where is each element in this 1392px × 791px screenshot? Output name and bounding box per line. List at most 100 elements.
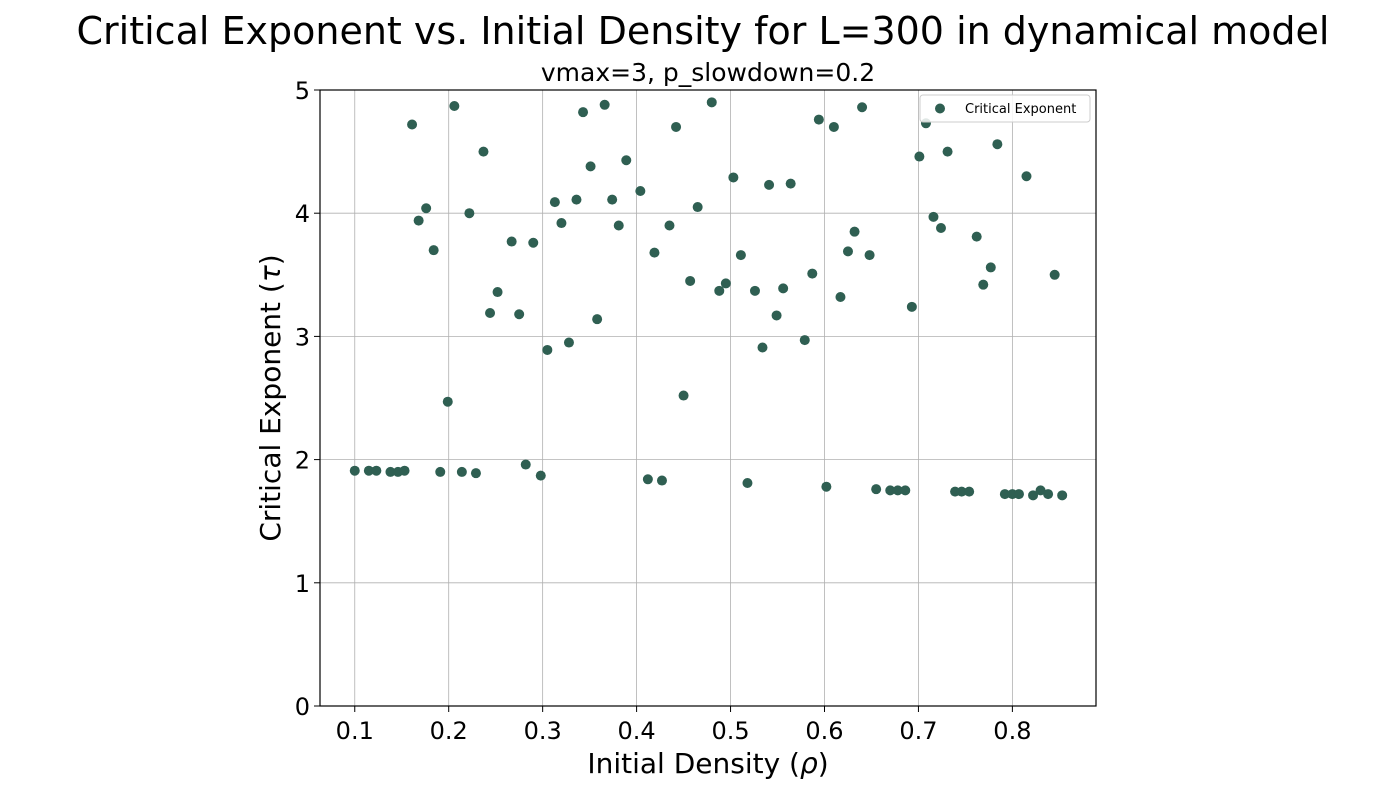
data-point (914, 151, 925, 162)
data-point (556, 218, 567, 229)
x-tick-label: 0.2 (430, 717, 468, 745)
legend-label: Critical Exponent (965, 102, 1076, 117)
data-point (535, 470, 546, 481)
data-point (385, 466, 396, 477)
y-tick-label: 5 (295, 77, 310, 105)
data-point (735, 250, 746, 261)
data-point (807, 268, 818, 279)
data-point (549, 197, 560, 208)
data-point (413, 215, 424, 226)
data-point (849, 226, 860, 237)
data-point (799, 335, 810, 346)
y-tick-label: 1 (295, 570, 310, 598)
data-point (478, 146, 489, 157)
x-tick-label: 0.7 (899, 717, 937, 745)
data-point (1021, 171, 1032, 182)
y-tick-label: 3 (295, 323, 310, 351)
data-point (599, 99, 610, 110)
data-point (371, 465, 382, 476)
data-point (720, 278, 731, 289)
data-point (349, 465, 360, 476)
data-point (813, 114, 824, 125)
data-point (428, 245, 439, 256)
x-tick-label: 0.4 (618, 717, 656, 745)
data-point (492, 287, 503, 298)
chart-title: Critical Exponent vs. Initial Density fo… (77, 9, 1330, 53)
data-point (470, 468, 481, 479)
x-axis-label: Initial Density (ρ) (587, 747, 828, 780)
data-point (892, 485, 903, 496)
data-point (571, 194, 582, 205)
data-point (928, 211, 939, 222)
data-points (349, 97, 1068, 501)
data-point (649, 247, 660, 258)
data-point (1057, 490, 1068, 501)
x-tick-label: 0.5 (711, 717, 749, 745)
data-point (935, 222, 946, 233)
data-point (971, 231, 982, 242)
data-point (714, 285, 725, 296)
data-point (485, 307, 496, 318)
data-point (1028, 490, 1039, 501)
data-point (999, 489, 1010, 500)
data-point (399, 465, 410, 476)
data-point (442, 396, 453, 407)
data-point (821, 481, 832, 492)
data-point (692, 202, 703, 213)
data-point (956, 486, 967, 497)
data-point (664, 220, 675, 231)
data-point (635, 186, 646, 197)
data-point (578, 107, 589, 118)
data-point (900, 485, 911, 496)
x-axis-ticks: 0.1 0.2 0.3 0.4 0.5 0.6 0.7 0.8 (336, 706, 1031, 745)
data-point (607, 194, 618, 205)
data-point (1049, 269, 1060, 280)
data-point (842, 246, 853, 257)
data-point (906, 301, 917, 312)
data-point (992, 139, 1003, 150)
y-tick-label: 2 (295, 447, 310, 475)
x-tick-label: 0.6 (805, 717, 843, 745)
legend-box (919, 94, 1091, 123)
data-point (542, 344, 553, 355)
data-point (363, 465, 374, 476)
chart-subtitle: vmax=3, p_slowdown=0.2 (541, 58, 875, 87)
x-tick-label: 0.8 (993, 717, 1031, 745)
data-point (407, 119, 418, 130)
data-point (449, 101, 460, 112)
data-point (864, 250, 875, 261)
data-point (514, 309, 525, 320)
data-point (528, 237, 539, 248)
data-point (1035, 485, 1046, 496)
data-point (828, 121, 839, 132)
data-point (592, 314, 603, 325)
data-point (749, 285, 760, 296)
data-point (520, 459, 531, 470)
data-point (678, 390, 689, 401)
data-point (506, 236, 517, 247)
data-point (757, 342, 768, 353)
x-tick-label: 0.1 (336, 717, 374, 745)
y-axis-ticks: 0 1 2 3 4 5 (295, 77, 320, 721)
data-point (563, 337, 574, 348)
data-point (978, 279, 989, 290)
data-point (942, 146, 953, 157)
data-point (1043, 489, 1054, 500)
data-point (785, 178, 796, 189)
data-point (435, 466, 446, 477)
data-point (885, 485, 896, 496)
legend: Critical Exponent (919, 94, 1091, 123)
data-point (1013, 489, 1024, 500)
data-point (456, 466, 467, 477)
data-point (778, 283, 789, 294)
data-point (685, 275, 696, 286)
y-tick-label: 0 (295, 693, 310, 721)
data-point (671, 121, 682, 132)
y-axis-label: Critical Exponent (τ) (254, 254, 287, 541)
data-point (835, 291, 846, 302)
data-point (728, 172, 739, 183)
data-point (656, 475, 667, 486)
data-point (464, 208, 475, 219)
data-point (964, 486, 975, 497)
